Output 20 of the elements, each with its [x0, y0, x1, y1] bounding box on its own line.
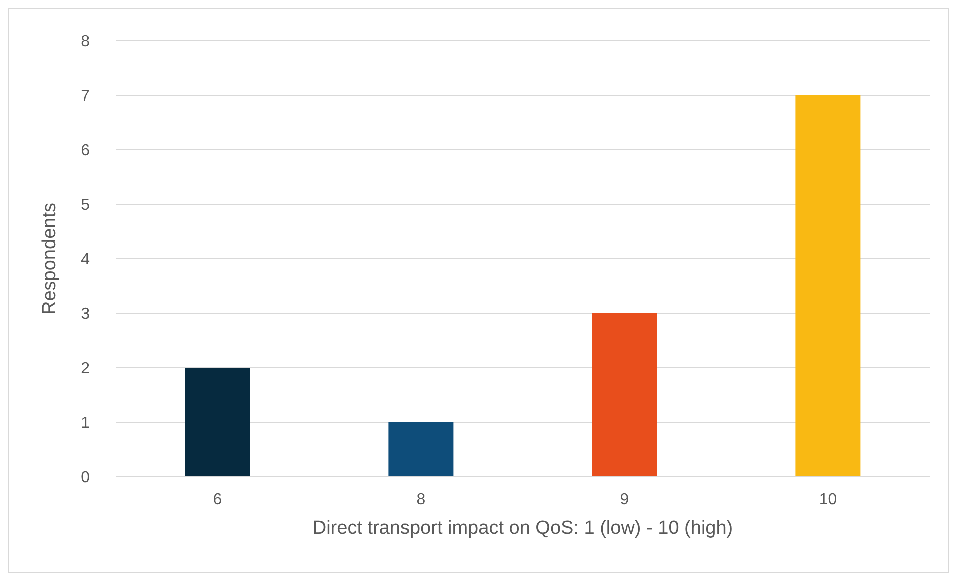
y-tick-label: 3	[81, 306, 90, 324]
y-tick-label: 4	[81, 252, 90, 269]
bar	[185, 368, 250, 477]
bar	[388, 422, 454, 477]
chart-frame: 6 8 9 10 Direct transport impact on QoS: 1 (low) - 10 (high) 0 1 2 3 4 5 6 7 8 Respondents	[8, 8, 949, 573]
y-tick-label: 5	[81, 197, 90, 214]
y-tick-label: 6	[81, 142, 90, 160]
y-tick-label: 0	[81, 470, 90, 487]
y-tick-label: 1	[81, 415, 90, 432]
y-tick-label: 2	[81, 360, 90, 378]
y-axis-title: Respondents	[40, 203, 61, 315]
bar	[796, 96, 861, 477]
x-axis-title: Direct transport impact on QoS: 1 (low) - 10 (high)	[312, 518, 734, 539]
y-tick-label: 8	[81, 34, 90, 51]
x-tick-label: 10	[819, 491, 838, 508]
bar	[592, 314, 658, 477]
x-tick-label: 9	[620, 491, 630, 508]
x-tick-label: 8	[416, 491, 426, 508]
x-tick-label: 6	[213, 491, 222, 508]
y-tick-label: 7	[81, 88, 90, 106]
